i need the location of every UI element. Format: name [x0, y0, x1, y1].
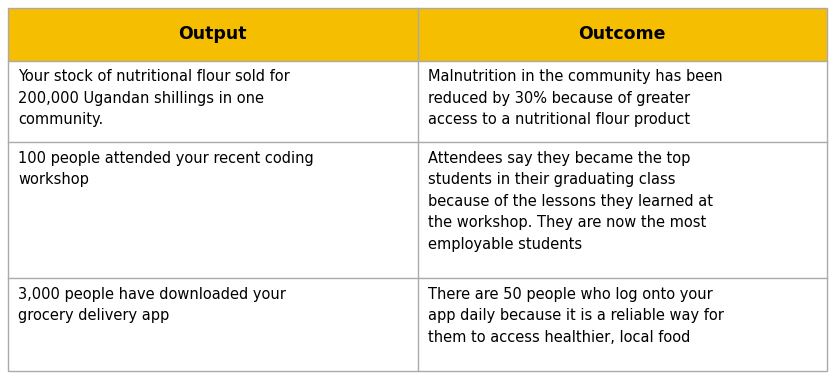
Bar	[8, 8, 827, 61]
Text: Output: Output	[179, 25, 247, 43]
Text: Your stock of nutritional flour sold for
200,000 Ugandan shillings in one
commun: Your stock of nutritional flour sold for…	[18, 69, 290, 127]
Text: There are 50 people who log onto your
app daily because it is a reliable way for: There are 50 people who log onto your ap…	[428, 287, 723, 345]
Text: Outcome: Outcome	[579, 25, 666, 43]
Text: Malnutrition in the community has been
reduced by 30% because of greater
access : Malnutrition in the community has been r…	[428, 69, 722, 127]
Text: 3,000 people have downloaded your
grocery delivery app: 3,000 people have downloaded your grocer…	[18, 287, 286, 323]
Bar	[8, 142, 827, 279]
Bar	[8, 61, 827, 142]
Bar	[8, 279, 827, 371]
Text: 100 people attended your recent coding
workshop: 100 people attended your recent coding w…	[18, 150, 314, 187]
Text: Attendees say they became the top
students in their graduating class
because of : Attendees say they became the top studen…	[428, 150, 712, 252]
